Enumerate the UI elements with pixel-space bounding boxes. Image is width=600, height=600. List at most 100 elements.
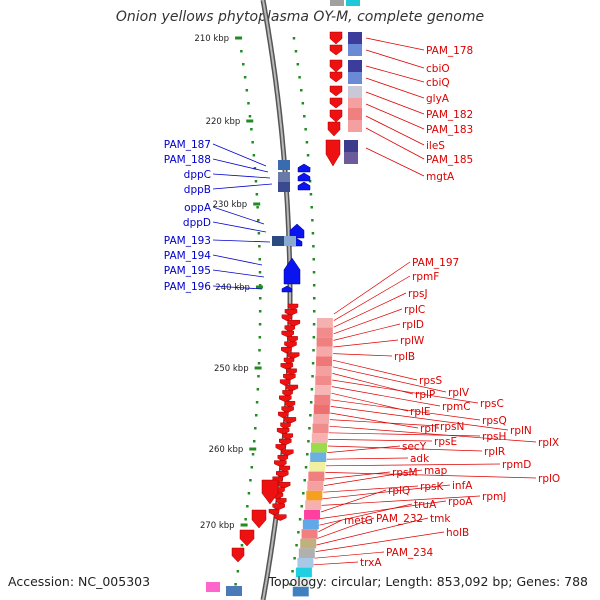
reverse-gene-arrow — [284, 400, 296, 408]
outer-dot-ring-dot — [258, 284, 262, 287]
forward-track-square — [278, 182, 290, 192]
reverse-gene-leader — [319, 503, 413, 526]
reverse-gene-label: infA — [452, 480, 473, 492]
track-square — [302, 519, 319, 530]
track-square — [226, 586, 242, 596]
track-square — [206, 582, 220, 592]
outer-dot-ring-dot — [258, 336, 262, 339]
outer-dot-ring-dot — [257, 232, 261, 235]
outer-dot-ring-dot — [256, 206, 259, 209]
reverse-gene-label: rpsN — [440, 421, 464, 433]
forward-gene-arrow — [297, 181, 311, 191]
reverse-gene-arrow — [276, 498, 287, 505]
reverse-gene-leader — [332, 359, 418, 381]
outer-dot-ring-dot — [250, 128, 253, 131]
reverse-gene-label: rpmF — [412, 271, 439, 283]
reverse-gene-label: glyA — [426, 93, 450, 105]
reverse-gene-label: rplW — [400, 335, 425, 347]
track-square — [348, 98, 362, 110]
inner-dot-ring-dot — [291, 570, 294, 573]
track-square — [348, 120, 362, 132]
outer-dot-ring-dot — [234, 583, 237, 586]
forward-gene-leader — [212, 269, 265, 278]
reverse-gene-arrow — [329, 31, 343, 45]
forward-gene-arrow — [297, 163, 311, 173]
inner-dot-ring-dot — [296, 63, 300, 66]
reverse-gene-arrow — [284, 325, 296, 332]
outer-dot-ring-dot — [254, 427, 257, 430]
reverse-gene-leader — [325, 472, 537, 479]
reverse-gene-leader — [323, 485, 419, 493]
inner-dot-ring-dot — [312, 258, 316, 261]
track-square — [297, 558, 314, 568]
track-square — [348, 86, 362, 98]
reverse-gene-arrow — [285, 384, 299, 392]
reverse-gene-leader — [320, 489, 387, 513]
forward-gene-label: dppC — [184, 169, 211, 181]
reverse-gene-label: rplR — [484, 446, 505, 458]
outer-dot-ring-dot — [252, 440, 256, 443]
reverse-gene-label: PAM_234 — [386, 547, 434, 559]
track-square — [298, 548, 315, 558]
reverse-gene-label: rpoA — [448, 496, 473, 508]
track-square — [313, 414, 330, 424]
outer-dot-ring-dot — [251, 453, 255, 456]
reverse-gene-arrow — [278, 411, 289, 419]
forward-gene-leader — [212, 143, 267, 167]
reverse-gene-label: rplX — [538, 437, 559, 449]
inner-dot-ring-dot — [312, 349, 315, 352]
reverse-gene-label: secY — [402, 441, 427, 453]
reverse-gene-label: rpmD — [502, 459, 531, 471]
reverse-gene-label: ileS — [426, 140, 445, 152]
outer-dot-ring-dot — [250, 466, 254, 469]
inner-dot-ring-dot — [292, 37, 296, 40]
outer-dot-ring-dot — [258, 297, 262, 300]
inner-dot-ring-dot — [303, 479, 306, 482]
reverse-gene-arrow — [276, 471, 289, 478]
outer-dot-ring-dot — [258, 310, 262, 313]
outer-dot-ring-dot — [257, 362, 261, 365]
forward-gene-label: PAM_188 — [164, 154, 211, 166]
inner-dot-ring-dot — [304, 128, 307, 131]
reverse-gene-arrow — [329, 85, 343, 97]
forward-track-square — [272, 236, 284, 246]
reverse-gene-arrow — [274, 514, 287, 521]
reverse-gene-leader — [318, 519, 343, 533]
forward-gene-leader — [212, 285, 263, 290]
track-square — [316, 356, 333, 366]
reverse-gene-arrow — [327, 121, 341, 137]
reverse-gene-arrow — [329, 97, 343, 109]
inner-dot-ring-dot — [312, 310, 316, 313]
reverse-gene-label: map — [424, 465, 448, 477]
forward-gene-arrow — [289, 223, 305, 239]
reverse-gene-label: PAM_197 — [412, 257, 459, 269]
reverse-gene-arrow — [280, 363, 294, 370]
outer-dot-ring-dot — [243, 76, 247, 79]
track-square — [330, 0, 344, 6]
reverse-gene-label: rpmJ — [482, 491, 506, 503]
reverse-gene-arrow — [281, 449, 294, 457]
reverse-gene-arrow — [286, 352, 300, 359]
reverse-gene-label: PAM_232 — [376, 513, 423, 525]
outer-dot-ring-dot — [253, 167, 257, 170]
map-title: Onion yellows phytoplasma OY-M, complete… — [115, 9, 485, 25]
inner-dot-ring-dot — [302, 492, 305, 495]
reverse-gene-label: cbiQ — [426, 77, 450, 89]
reverse-gene-arrow — [329, 59, 343, 73]
track-square — [310, 452, 327, 462]
track-square — [348, 72, 362, 84]
inner-dot-ring-dot — [311, 375, 314, 378]
reverse-gene-arrow — [279, 395, 292, 403]
track-square — [305, 500, 322, 510]
reverse-gene-leader — [365, 115, 425, 146]
reverse-gene-arrow — [276, 427, 290, 435]
scale-label: 250 kbp — [214, 364, 249, 374]
reverse-gene-leader — [331, 386, 441, 407]
outer-dot-ring-dot — [244, 518, 247, 521]
reverse-gene-label: PAM_183 — [426, 124, 473, 136]
reverse-gene-leader — [321, 495, 481, 506]
reverse-gene-label: mgtA — [426, 171, 455, 183]
outer-dot-ring-dot — [247, 102, 250, 105]
reverse-gene-leader — [330, 406, 509, 431]
reverse-gene-leader — [313, 561, 359, 566]
